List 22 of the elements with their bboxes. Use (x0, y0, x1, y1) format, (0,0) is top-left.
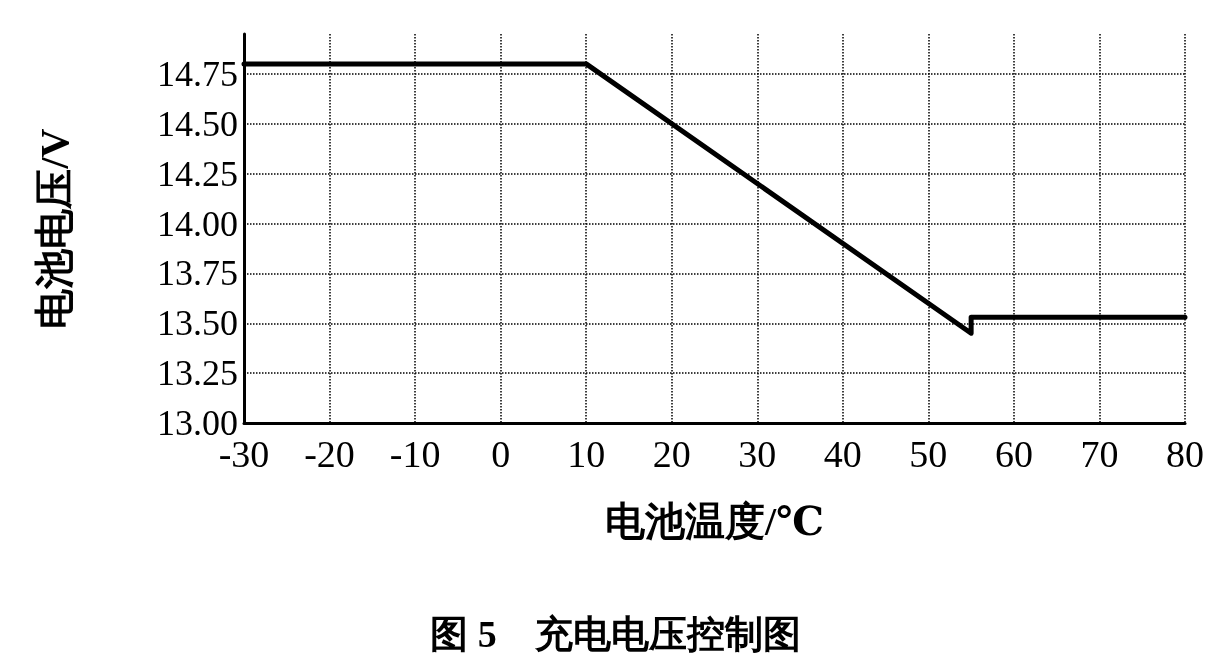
x-tick-label: 40 (823, 433, 862, 475)
x-tick-label: 70 (1080, 433, 1119, 475)
x-tick-label: 30 (738, 433, 777, 475)
x-tick-label: 50 (909, 433, 948, 475)
y-tick-label: 14.50 (157, 103, 238, 144)
y-axis-title: 电池电压/V (31, 128, 77, 329)
y-tick-label: 13.00 (157, 403, 238, 443)
text: 图 5 充电电压控制图 (430, 613, 801, 655)
x-tick-label: 80 (1166, 433, 1204, 475)
y-tick-label: 13.25 (157, 353, 238, 394)
y-tick-label: 13.50 (157, 303, 238, 344)
x-tick-label: 10 (567, 433, 606, 475)
x-tick-label: 0 (491, 433, 511, 475)
x-tick-label: 60 (994, 433, 1033, 475)
y-tick-label: 14.00 (157, 203, 238, 244)
y-tick-label: 13.75 (157, 253, 238, 294)
x-tick-label: 20 (652, 433, 691, 475)
y-tick-label: 14.75 (157, 53, 238, 94)
y-tick-label: 14.25 (157, 153, 238, 194)
x-tick-label: -20 (304, 433, 355, 475)
x-tick-label: -10 (389, 433, 441, 475)
x-axis-title: 电池温度/℃ (604, 498, 825, 544)
